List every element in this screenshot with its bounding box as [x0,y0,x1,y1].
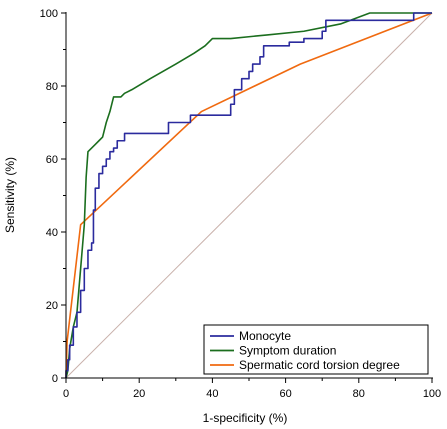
legend-box [203,324,429,375]
x-tick-label: 60 [279,388,291,400]
legend-label-symptom-duration: Symptom duration [239,344,336,358]
x-tick-label: 0 [63,388,69,400]
x-axis-ticks: 0 20 40 60 80 100 [63,378,441,400]
x-tick-label: 40 [206,388,218,400]
y-tick-label: 60 [46,154,58,166]
y-tick-label: 100 [40,8,58,20]
y-tick-label: 40 [46,227,58,239]
legend-label-monocyte: Monocyte [239,329,291,343]
series-line-monocyte [65,12,432,378]
x-tick-label: 20 [133,388,145,400]
reference-diagonal-line [65,12,433,379]
x-tick-label: 100 [423,388,441,400]
x-axis-label: 1-specificity (%) [203,411,288,425]
reference-diagonal-layer [65,12,433,379]
series-line-spermatic-cord-torsion-degree [65,12,433,379]
x-tick-label: 80 [353,388,365,400]
series-layer [65,12,433,379]
y-tick-label: 20 [46,300,58,312]
y-axis-ticks: 0 20 40 60 80 100 [40,8,66,385]
series-line-symptom-duration [65,12,432,379]
legend-label-spermatic-cord-torsion-degree: Spermatic cord torsion degree [239,358,400,372]
y-tick-label: 80 [46,81,58,93]
y-tick-label: 0 [52,373,58,385]
plot-area [65,12,433,379]
y-axis-label: Sensitivity (%) [3,157,17,233]
